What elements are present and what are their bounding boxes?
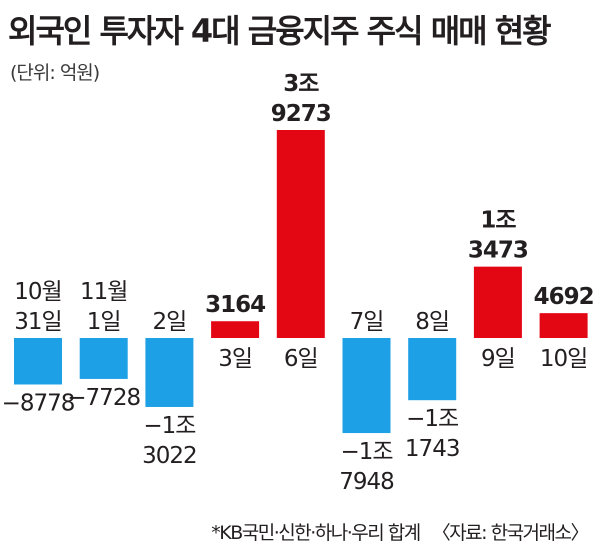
category-label-2: 11월: [80, 279, 127, 305]
value-label-1: −8778: [2, 390, 75, 416]
bar-9: [539, 313, 588, 338]
category-label-6: 7일: [350, 309, 384, 335]
category-label-1: 31일: [14, 309, 61, 335]
page-title: 외국인 투자자 4대 금융지주 주식 매매 현황: [8, 12, 552, 50]
value-label-6: 7948: [339, 469, 394, 495]
bar-7: [408, 338, 457, 401]
value-label-8: 1조: [480, 208, 516, 234]
value-label-8: 3473: [468, 238, 528, 264]
value-label-9: 4692: [534, 284, 594, 310]
bar-1: [14, 338, 62, 385]
value-label-7: 1743: [405, 436, 460, 462]
bar-8: [473, 266, 522, 338]
footnote-source: 〈자료: 한국거래소〉: [431, 522, 590, 544]
category-label-3: 2일: [153, 309, 187, 335]
footnote: *KB국민·신한·하나·우리 합계 〈자료: 한국거래소〉: [211, 518, 590, 545]
bar-6: [342, 338, 391, 434]
value-label-7: −1조: [406, 406, 458, 432]
category-label-2: 1일: [87, 309, 121, 335]
value-label-2: −7728: [67, 385, 140, 411]
footnote-note: *KB국민·신한·하나·우리 합계: [211, 522, 421, 544]
category-label-7: 8일: [415, 309, 449, 335]
unit-label: (단위: 억원): [10, 62, 100, 84]
bar-5: [276, 130, 325, 338]
value-label-6: −1조: [340, 439, 392, 465]
value-label-5: 3조: [283, 71, 319, 97]
category-label-4: 3일: [218, 346, 252, 372]
value-label-3: −1조: [143, 413, 195, 439]
category-label-8: 9일: [481, 346, 515, 372]
category-label-5: 6일: [284, 346, 318, 372]
value-label-5: 9273: [271, 101, 331, 127]
value-label-4: 3164: [205, 292, 265, 318]
bar-4: [211, 321, 260, 338]
bar-3: [145, 338, 194, 407]
category-label-1: 10월: [14, 279, 61, 305]
category-label-9: 10일: [540, 346, 587, 372]
value-label-3: 3022: [142, 443, 197, 469]
bar-2: [79, 338, 128, 379]
